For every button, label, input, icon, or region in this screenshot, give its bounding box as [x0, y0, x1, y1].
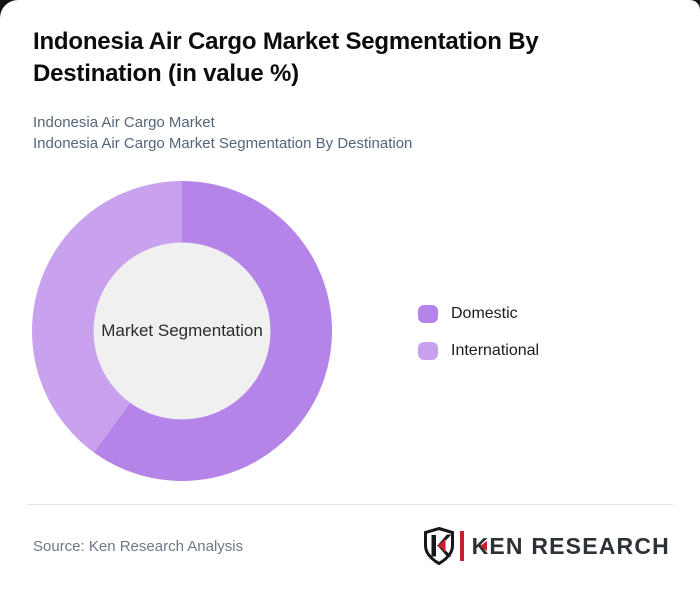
subtitle-line2: Indonesia Air Cargo Market Segmentation …	[33, 135, 413, 152]
legend-item-international[interactable]: International	[418, 341, 539, 361]
legend-swatch-international	[418, 342, 438, 360]
donut-chart[interactable]: Market Segmentation	[32, 181, 332, 481]
donut-chart-svg[interactable]	[32, 181, 332, 481]
legend-label-domestic: Domestic	[451, 305, 518, 322]
legend-item-domestic[interactable]: Domestic	[418, 304, 539, 324]
donut-center-label: Market Segmentation	[101, 321, 263, 340]
logo-wordmark-rest: EN RESEARCH	[489, 532, 670, 559]
footer-divider	[27, 504, 673, 505]
legend-swatch-domestic	[418, 305, 438, 323]
logo-divider-bar	[460, 531, 464, 561]
legend-label-international: International	[451, 342, 540, 359]
chart-legend: Domestic International	[418, 304, 539, 378]
ken-research-shield-icon	[424, 527, 455, 565]
page-title-line1: Indonesia Air Cargo Market Segmentation …	[33, 28, 539, 55]
page-title: Indonesia Air Cargo Market Segmentation …	[33, 26, 633, 90]
donut-hole	[93, 242, 271, 420]
page-title-line2: Destination (in value %)	[33, 60, 299, 87]
logo-k-triangle-icon	[479, 540, 487, 551]
subtitle-line1: Indonesia Air Cargo Market	[33, 114, 215, 131]
logo-wordmark: K EN RESEARCH	[472, 533, 670, 560]
source-text: Source: Ken Research Analysis	[33, 538, 244, 555]
chart-subtitle: Indonesia Air Cargo Market Indonesia Air…	[33, 112, 412, 154]
ken-research-logo: K EN RESEARCH	[424, 527, 670, 565]
